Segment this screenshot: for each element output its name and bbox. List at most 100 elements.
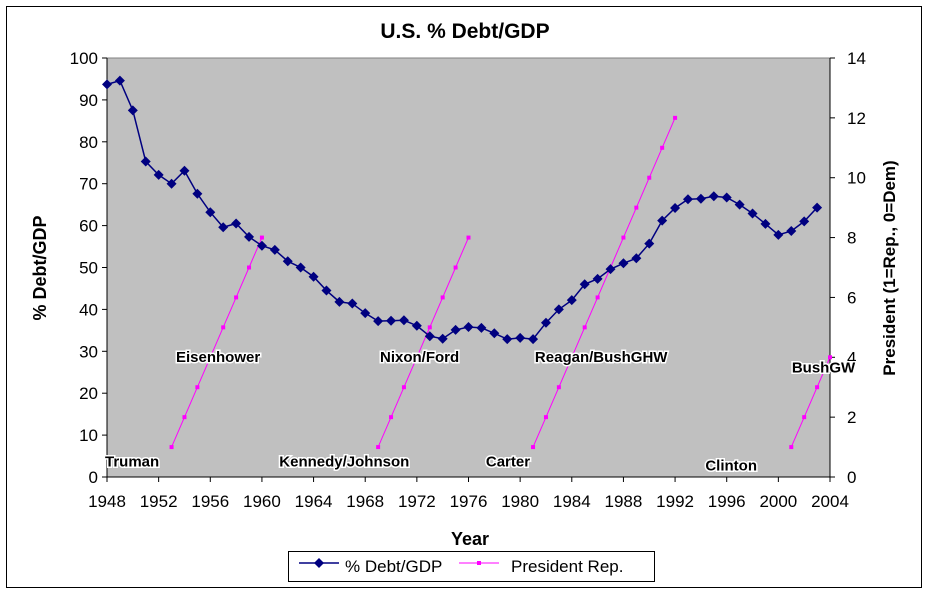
x-tick-label: 1964: [295, 492, 333, 511]
president-annotation: Eisenhower: [176, 349, 260, 366]
president-point: [634, 205, 639, 210]
x-tick-label: 1996: [708, 492, 746, 511]
chart-title: U.S. % Debt/GDP: [380, 20, 549, 43]
debt-point: [695, 193, 706, 204]
x-tick-label: 1980: [501, 492, 539, 511]
debt-point: [502, 334, 513, 345]
debt-point: [644, 238, 655, 249]
debt-point: [102, 79, 112, 90]
president-point: [234, 295, 239, 300]
x-tick-label: 1952: [140, 492, 178, 511]
debt-point: [786, 226, 797, 237]
annotation-layer: Truman Eisenhower Kennedy/Johnson Nixon/For…: [104, 347, 858, 476]
president-point: [569, 355, 574, 360]
president-point: [247, 265, 252, 270]
y2-tick-label: 12: [847, 109, 866, 128]
debt-point: [114, 75, 125, 86]
x-tick-label: 1948: [88, 492, 126, 511]
debt-point: [528, 334, 539, 345]
debt-point: [437, 333, 448, 344]
y-tick-label: 50: [79, 259, 98, 278]
debt-point: [450, 324, 461, 335]
debt-point: [540, 317, 551, 328]
debt-point: [592, 273, 603, 284]
debt-point: [218, 222, 229, 233]
debt-point: [721, 192, 732, 203]
president-series-line: [532, 117, 676, 448]
x-tick-label: 1992: [656, 492, 694, 511]
y2-tick-label: 10: [847, 169, 866, 188]
debt-point: [398, 315, 409, 326]
debt-point: [334, 296, 345, 307]
debt-point: [205, 207, 216, 218]
debt-point: [360, 308, 371, 319]
president-point: [169, 445, 174, 450]
y-tick-label: 100: [70, 49, 98, 68]
x-tick-label: 1976: [450, 492, 488, 511]
debt-point: [773, 229, 784, 240]
debt-point: [321, 285, 332, 296]
legend: % Debt/GDP President Rep.: [288, 551, 655, 582]
debt-point: [166, 178, 177, 189]
y-tick-label: 70: [79, 175, 98, 194]
x-tick-label: 2000: [759, 492, 797, 511]
y2-tick-label: 8: [847, 229, 856, 248]
x-axis-title: Year: [451, 529, 489, 549]
debt-point: [812, 202, 823, 213]
debt-point: [269, 244, 280, 255]
debt-point: [515, 332, 526, 343]
president-point: [427, 325, 432, 330]
president-point: [595, 295, 600, 300]
president-point: [453, 265, 458, 270]
debt-point: [670, 203, 681, 214]
x-tick-label: 2004: [811, 492, 849, 511]
debt-point: [127, 105, 138, 116]
y-tick-label: 20: [79, 384, 98, 403]
debt-point: [347, 298, 358, 309]
y-tick-label: 90: [79, 91, 98, 110]
legend-label-president: President Rep.: [511, 557, 624, 576]
president-annotation: Kennedy/Johnson: [279, 454, 409, 471]
legend-label-debt: % Debt/GDP: [345, 557, 443, 576]
debt-point: [657, 215, 668, 226]
series-layer: [102, 75, 832, 450]
y2-tick-label: 14: [847, 49, 866, 68]
president-point: [815, 385, 820, 390]
y-tick-label: 60: [79, 217, 98, 236]
president-point: [414, 355, 419, 360]
debt-point: [153, 169, 164, 180]
debt-point: [179, 165, 190, 176]
president-point: [221, 325, 226, 330]
president-annotation: Truman: [105, 454, 159, 471]
president-annotation: BushGW: [792, 359, 856, 376]
debt-point: [231, 218, 242, 229]
y2-axis-title: President (1=Rep., 0=Dem): [880, 160, 899, 375]
president-point: [647, 175, 652, 180]
debt-point: [747, 208, 758, 219]
debt-point: [140, 156, 151, 167]
debt-point: [411, 320, 422, 331]
debt-point: [553, 304, 564, 315]
president-annotation: Nixon/Ford: [380, 349, 459, 366]
debt-point: [386, 315, 397, 326]
president-series-line: [377, 237, 469, 448]
president-point: [660, 145, 665, 150]
president-point: [556, 385, 561, 390]
y-tick-label: 10: [79, 426, 98, 445]
y2-tick-label: 4: [847, 348, 856, 367]
president-point: [401, 385, 406, 390]
debt-point: [489, 328, 500, 339]
debt-point: [282, 256, 293, 267]
debt-point: [605, 264, 616, 275]
debt-point: [579, 279, 590, 290]
x-tick-label: 1960: [243, 492, 281, 511]
debt-point: [463, 321, 474, 332]
debt-point: [244, 231, 255, 242]
x-tick-label: 1972: [398, 492, 436, 511]
y-tick-label: 0: [89, 468, 98, 487]
president-point: [828, 355, 832, 360]
debt-point: [760, 218, 771, 229]
debt-point: [373, 316, 384, 327]
y2-tick-label: 2: [847, 408, 856, 427]
axes: 0 10 20 30 40 50 60 70 80 90 100 0 2 4 6 8 10 12 14 1948 195…: [70, 49, 866, 511]
